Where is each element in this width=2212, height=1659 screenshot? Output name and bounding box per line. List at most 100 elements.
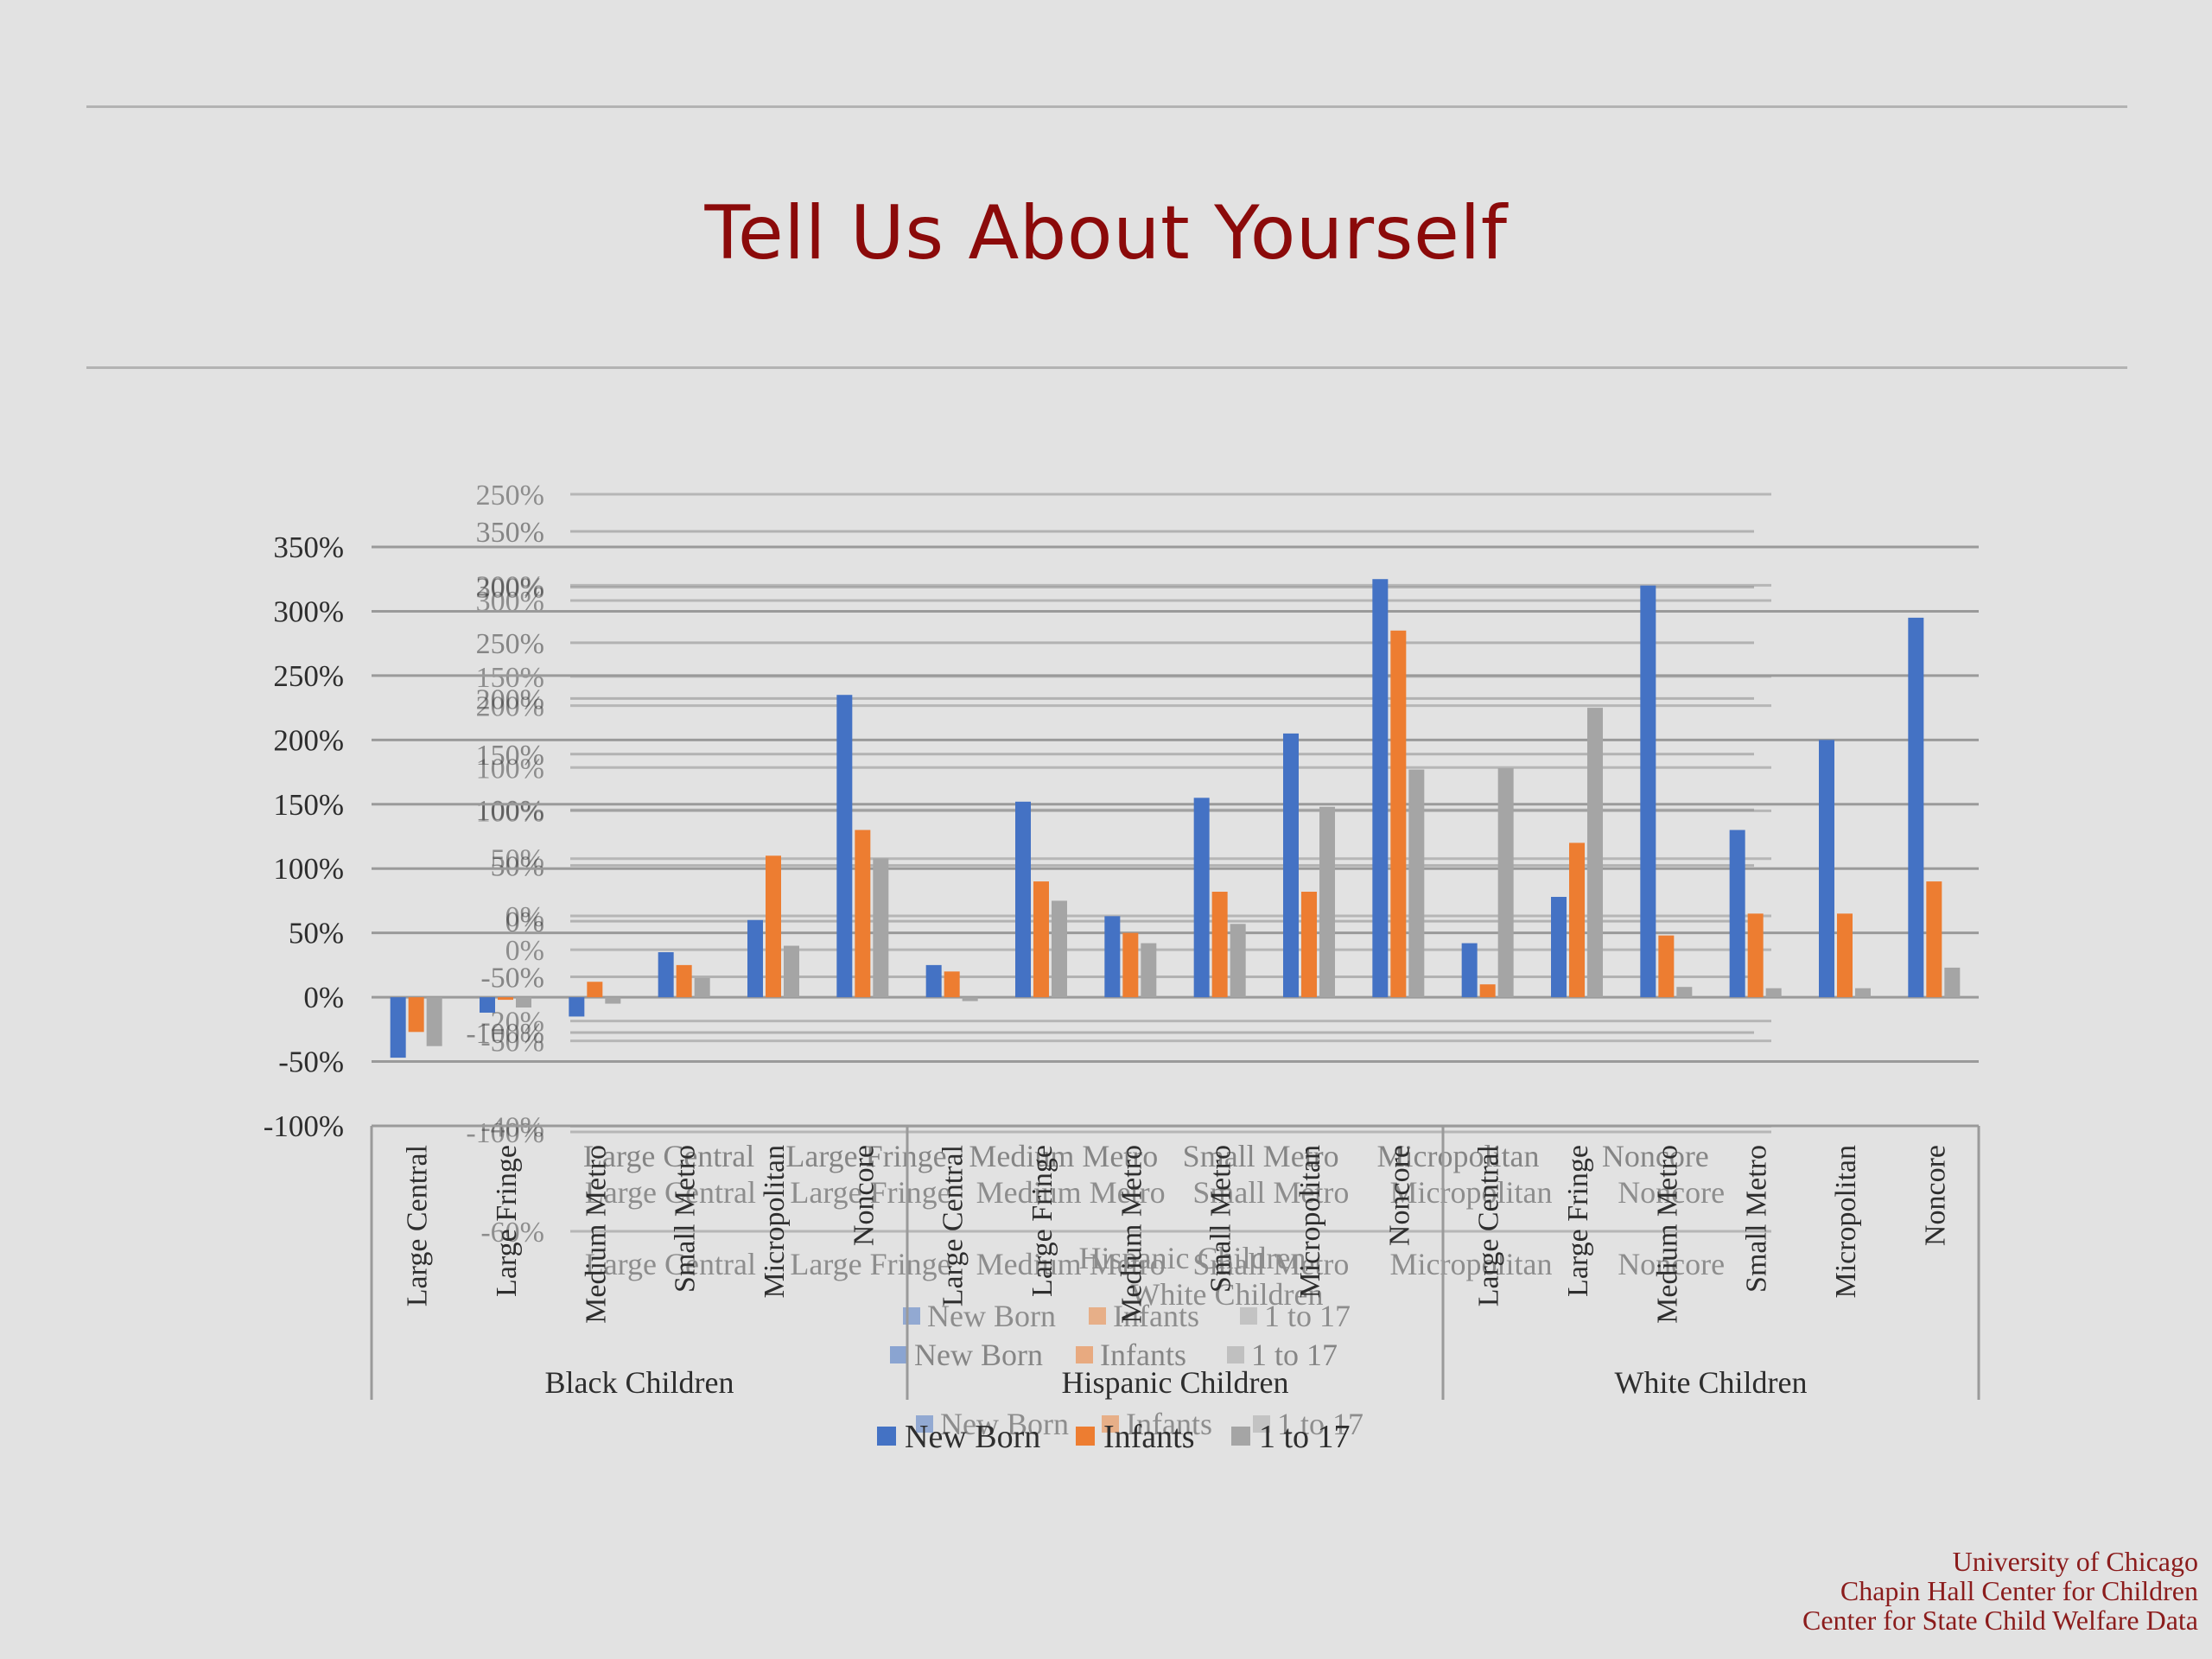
category-label-noncore: Noncore [1383, 1145, 1415, 1246]
category-label-noncore: Noncore [1919, 1145, 1951, 1246]
bar-infants [1837, 913, 1853, 998]
title-divider-bottom [86, 366, 2127, 369]
ghost-legend-swatch [890, 1346, 907, 1363]
ghost-category-label: Large Central [583, 1139, 754, 1173]
bar-new-born [836, 695, 853, 998]
y-tick-label: 350% [273, 531, 344, 564]
bar-new-born [925, 964, 942, 998]
ghost-y-tick-label: -40% [480, 1111, 544, 1143]
ghost-category-label: Noncore [1618, 1175, 1725, 1210]
bar-infants [1479, 984, 1496, 998]
bar-infants [676, 964, 692, 998]
footer-line-chapin-hall: Chapin Hall Center for Children [1840, 1575, 2198, 1606]
bar-new-born [1551, 896, 1567, 998]
bar-1-to-17 [784, 945, 799, 998]
bar-1-to-17 [605, 997, 621, 1004]
ghost-category-label: Noncore [1618, 1247, 1725, 1281]
series-1-to-17 [426, 708, 1961, 1046]
group-label-black-children: Black Children [545, 1365, 734, 1400]
bar-infants [766, 855, 781, 998]
ghost-legend-swatch [916, 1415, 933, 1433]
bar-new-born [1819, 740, 1834, 998]
category-label-large-fringe: Large Fringe [1027, 1145, 1058, 1297]
ghost-y-tick-label: -50% [480, 963, 544, 995]
category-label-small-metro: Small Metro [1205, 1145, 1237, 1293]
category-label-large-central: Large Central [938, 1145, 969, 1306]
ghost-y-tick-label: 50% [491, 844, 544, 876]
bar-1-to-17 [426, 997, 442, 1046]
ghost-y-tick-label: 200% [476, 691, 544, 723]
bar-1-to-17 [873, 858, 889, 998]
bar-1-to-17 [516, 997, 531, 1008]
category-label-medium-metro: Medium Metro [1651, 1145, 1683, 1324]
bar-infants [1658, 935, 1675, 998]
ghost-y-tick-label: 100% [476, 795, 544, 827]
ghost-category-label: Micropolitan [1390, 1175, 1553, 1210]
bar-infants [1569, 842, 1585, 998]
ghost-legend-label: Infants [1100, 1338, 1186, 1372]
category-label-medium-metro: Medium Metro [1116, 1145, 1147, 1324]
bar-new-born [1104, 916, 1121, 998]
bar-infants [587, 982, 603, 998]
slide-title: Tell Us About Yourself [704, 190, 1508, 276]
ghost-category-label: Micropolitan [1377, 1139, 1540, 1173]
y-tick-label: 150% [273, 788, 344, 822]
ghost-y-tick-label: 350% [476, 517, 544, 549]
bar-infants [1122, 932, 1139, 998]
y-tick-label: 250% [273, 659, 344, 693]
category-label-large-central: Large Central [1473, 1145, 1505, 1306]
ghost-category-label: Micropolitan [1390, 1247, 1553, 1281]
ghost-category-label: Medium Metro [976, 1247, 1166, 1281]
y-tick-label: 300% [273, 594, 344, 628]
bar-new-born [1461, 943, 1478, 998]
bar-infants [498, 997, 513, 1001]
ghost-legend-label: 1 to 17 [1277, 1407, 1363, 1441]
legend-label-new-born: New Born [905, 1419, 1040, 1455]
ghost-category-label: Medium Metro [976, 1175, 1166, 1210]
title-divider-top [86, 105, 2127, 108]
legend-swatch-new-born [877, 1427, 896, 1446]
legend-swatch-infants [1076, 1427, 1095, 1446]
main-chart: -100%-50%0%50%100%150%200%250%300%350%Bl… [264, 531, 1980, 1455]
bar-infants [1301, 892, 1317, 998]
ghost-y-tick-label: 50% [491, 851, 544, 883]
bar-1-to-17 [1497, 768, 1514, 998]
bar-infants [1747, 913, 1764, 998]
bar-new-born [1908, 617, 1924, 998]
group-label-hispanic-children: Hispanic Children [1062, 1365, 1289, 1400]
bar-1-to-17 [1765, 988, 1782, 998]
ghost-legend-swatch [1253, 1415, 1270, 1433]
y-tick-label: -50% [278, 1046, 344, 1079]
category-label-large-central: Large Central [402, 1145, 434, 1306]
ghost-legend-swatch [903, 1307, 920, 1325]
series-infants [408, 630, 1942, 1033]
bar-infants [1390, 630, 1407, 998]
ghost-y-tick-label: 150% [476, 662, 544, 694]
ghost-y-tick-label: -100% [466, 1018, 544, 1050]
bar-1-to-17 [1676, 987, 1693, 998]
ghost-y-tick-label: 300% [476, 572, 544, 604]
ghost-category-label: Large Fringe [790, 1175, 950, 1210]
ghost-y-tick-label: 0% [505, 901, 544, 933]
bar-new-born [1372, 579, 1389, 998]
bar-infants [855, 830, 871, 998]
ghost-y-tick-label: -60% [480, 1217, 544, 1249]
footer-line-center: Center for State Child Welfare Data [1802, 1605, 2198, 1636]
bar-1-to-17 [962, 997, 978, 1001]
category-label-micropolitan: Micropolitan [1294, 1145, 1326, 1299]
bar-new-born [1283, 733, 1299, 998]
ghost-group-label: White Children [1131, 1277, 1324, 1312]
bar-1-to-17 [694, 977, 710, 998]
footer: University of Chicago Chapin Hall Center… [1802, 1547, 2198, 1635]
bar-new-born [1193, 798, 1210, 998]
ghost-category-label: Large Central [585, 1247, 756, 1281]
bar-1-to-17 [1319, 806, 1335, 998]
ghost-group-label: Hispanic Children [1079, 1241, 1306, 1275]
ghost-legend-label: Infants [1113, 1299, 1199, 1333]
category-label-noncore: Noncore [848, 1145, 880, 1246]
ghost-y-tick-label: 300% [476, 586, 544, 618]
bar-1-to-17 [1052, 900, 1067, 998]
ghost-category-label: Large Fringe [785, 1139, 946, 1173]
bar-new-born [1729, 830, 1745, 998]
ghost-category-label: Small Metro [1192, 1247, 1349, 1281]
